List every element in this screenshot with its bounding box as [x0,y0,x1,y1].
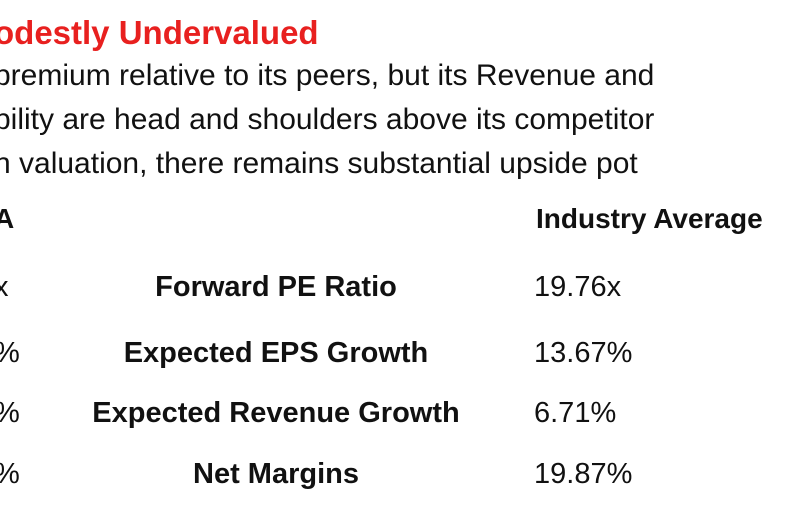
row-metric-label: Net Margins [193,458,359,490]
row-metric-label: Expected Revenue Growth [92,397,460,429]
row-industry-value: 6.71% [534,397,617,429]
paragraph-line-1: premium relative to its peers, but its R… [0,59,655,92]
paragraph-line-3: n valuation, there remains substantial u… [0,147,638,180]
row-left-value: % [0,397,20,430]
row-industry-value: 19.87% [534,458,633,490]
row-left-value: % [0,458,20,491]
table-header-industry-average: Industry Average [536,203,763,234]
table-header-left: A [0,203,15,234]
row-left-value: % [0,337,20,370]
slide-title: odestly Undervalued [0,14,319,51]
row-left-value: x [0,271,9,303]
paragraph-line-2: bility are head and shoulders above its … [0,103,655,136]
row-industry-value: 13.67% [534,337,633,369]
row-metric-label: Expected EPS Growth [123,337,429,369]
row-metric-label: Forward PE Ratio [155,271,397,303]
row-industry-value: 19.76x [534,271,622,303]
